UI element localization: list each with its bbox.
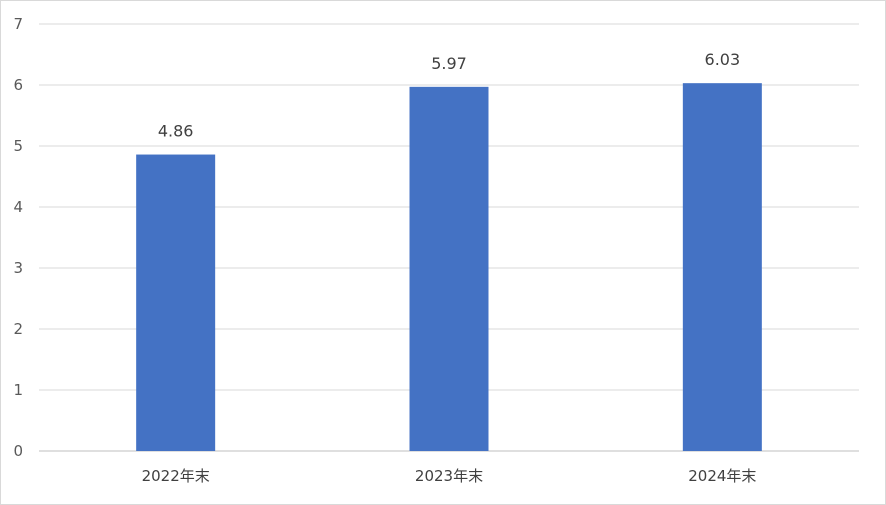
bar-2022年末 (136, 154, 216, 452)
y-tick-label-4: 4 (13, 198, 23, 216)
bar-2024年末 (682, 83, 762, 452)
x-category-label-2022年末: 2022年末 (142, 467, 210, 485)
data-label-2024年末: 6.03 (705, 50, 741, 69)
y-axis-tick-labels: 0 1 2 3 4 5 6 7 (13, 15, 23, 460)
y-tick-label-7: 7 (13, 15, 23, 33)
y-tick-label-5: 5 (13, 137, 23, 155)
x-axis-category-labels: 2022年末 2023年末 2024年末 (142, 467, 757, 485)
data-label-2022年末: 4.86 (158, 122, 194, 141)
data-label-2023年末: 5.97 (431, 54, 467, 73)
y-tick-label-1: 1 (13, 381, 23, 399)
y-tick-label-6: 6 (13, 76, 23, 94)
x-category-label-2024年末: 2024年末 (688, 467, 756, 485)
y-tick-label-2: 2 (13, 320, 23, 338)
data-labels: 4.86 5.97 6.03 (158, 50, 740, 140)
y-tick-label-0: 0 (13, 442, 23, 460)
x-category-label-2023年末: 2023年末 (415, 467, 483, 485)
bar-2023年末 (409, 86, 489, 451)
y-tick-label-3: 3 (13, 259, 23, 277)
bars (136, 83, 762, 452)
